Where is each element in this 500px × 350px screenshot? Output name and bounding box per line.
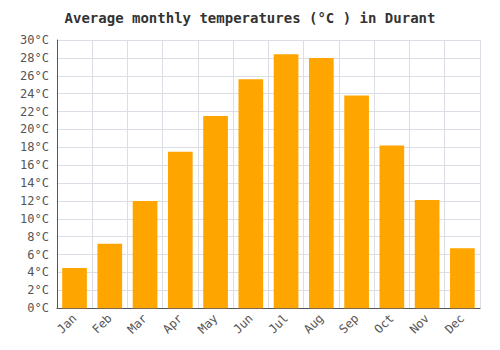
svg-text:12°C: 12°C	[20, 194, 49, 208]
svg-text:Feb: Feb	[90, 311, 115, 336]
svg-text:Dec: Dec	[442, 311, 467, 336]
svg-text:24°C: 24°C	[20, 87, 49, 101]
svg-text:Average monthly temperatures (: Average monthly temperatures (°C ) in Du…	[65, 10, 436, 26]
svg-text:8°C: 8°C	[27, 230, 49, 244]
svg-text:14°C: 14°C	[20, 176, 49, 190]
svg-text:Aug: Aug	[301, 311, 326, 336]
svg-text:16°C: 16°C	[20, 158, 49, 172]
svg-text:May: May	[195, 311, 220, 336]
svg-text:Mar: Mar	[125, 311, 150, 336]
svg-text:6°C: 6°C	[27, 248, 49, 262]
svg-text:Apr: Apr	[160, 311, 185, 336]
svg-text:30°C: 30°C	[20, 33, 49, 47]
svg-text:18°C: 18°C	[20, 140, 49, 154]
svg-text:0°C: 0°C	[27, 301, 49, 315]
svg-text:Nov: Nov	[407, 311, 432, 336]
svg-text:4°C: 4°C	[27, 265, 49, 279]
svg-text:20°C: 20°C	[20, 122, 49, 136]
svg-text:28°C: 28°C	[20, 51, 49, 65]
svg-text:Sep: Sep	[336, 311, 361, 336]
svg-text:2°C: 2°C	[27, 283, 49, 297]
svg-text:Jun: Jun	[231, 311, 256, 336]
svg-text:26°C: 26°C	[20, 69, 49, 83]
svg-text:Jan: Jan	[54, 311, 79, 336]
svg-text:22°C: 22°C	[20, 105, 49, 119]
svg-text:Oct: Oct	[372, 311, 397, 336]
svg-text:Jul: Jul	[266, 311, 291, 336]
svg-text:10°C: 10°C	[20, 212, 49, 226]
